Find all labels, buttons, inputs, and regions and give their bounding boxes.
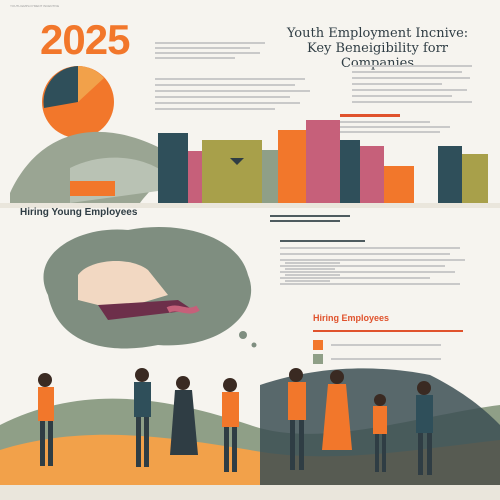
speech-cloud-icon <box>43 227 257 349</box>
hiring-young-title: Hiring Young Employees <box>20 207 138 218</box>
mid-right-text-block <box>280 240 470 285</box>
page-title: Youth Employment Incnive: Key Beneigibil… <box>270 26 485 71</box>
mid-left-text-block <box>270 215 360 222</box>
summary-text-block <box>155 78 315 110</box>
bar-chart-icon <box>0 120 500 208</box>
legend-row-1 <box>313 336 442 354</box>
year-heading: 2025 <box>40 16 130 63</box>
hiring-employees-title: Hiring Employees <box>313 313 390 323</box>
hiring-employees-rule <box>313 330 463 332</box>
legend-swatch-orange <box>313 339 323 350</box>
top-strip: YOUTH EMPLOYMENT INCENTIVE <box>10 4 60 8</box>
legend-swatch-sage <box>313 353 323 364</box>
people-illustration-icon <box>0 368 500 500</box>
legend-row-2 <box>313 350 442 368</box>
intro-text-block <box>155 42 270 59</box>
title-line-2: Key Beneigibility forr Companies <box>306 41 449 71</box>
orange-list-block <box>340 114 470 133</box>
title-line-1: Youth Employment Incnive: <box>286 26 469 41</box>
pie-chart-icon <box>42 66 114 138</box>
left-mini-list <box>285 262 345 282</box>
right-text-block <box>352 65 477 103</box>
